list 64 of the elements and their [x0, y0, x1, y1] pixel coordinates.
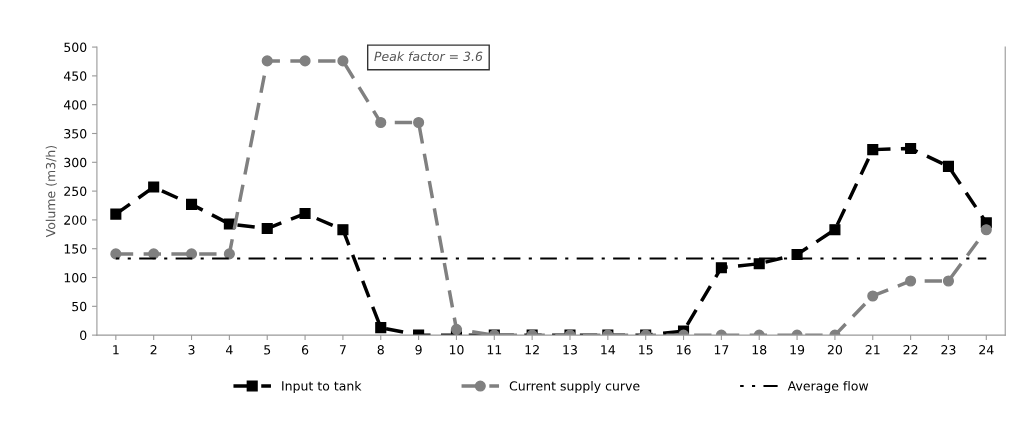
point [942, 160, 955, 172]
x-tick-label: 13 [563, 345, 577, 355]
x-tick-label: 5 [264, 345, 271, 355]
x-tick-label: 18 [752, 345, 767, 355]
point [299, 55, 311, 67]
x-tick-label: 22 [903, 345, 918, 355]
x-tick-label: 2 [150, 345, 157, 355]
x-tick-label: 7 [339, 345, 346, 355]
y-tick-label: 300 [64, 157, 87, 168]
annotation: Peak factor = 3.6 [374, 51, 483, 62]
point [905, 275, 917, 287]
point [299, 208, 311, 220]
x-tick-label: 8 [377, 345, 384, 355]
y-tick-label: 250 [64, 186, 87, 197]
x-tick-label: 14 [601, 345, 616, 355]
x-tick-label: 6 [301, 345, 309, 355]
x-tick-label: 20 [827, 345, 843, 355]
point [223, 248, 235, 260]
point [261, 55, 273, 67]
y-tick-label: 500 [64, 42, 87, 53]
legend-label: Current supply curve [509, 380, 640, 394]
point [148, 181, 160, 193]
point [905, 142, 917, 155]
point [413, 116, 425, 129]
x-tick-label: 11 [487, 345, 502, 355]
y-axis-title: Volume (m3/h) [45, 145, 57, 238]
point [110, 208, 122, 220]
x-tick-label: 4 [226, 345, 233, 355]
y-tick-label: 150 [64, 244, 87, 254]
point [867, 144, 879, 156]
x-tick-label: 24 [979, 345, 994, 355]
point [450, 323, 463, 335]
point [715, 262, 727, 274]
point [185, 198, 198, 210]
x-tick-label: 17 [714, 345, 729, 355]
y-tick-label: 400 [63, 100, 87, 110]
point [375, 322, 387, 334]
x-tick-label: 16 [676, 345, 691, 355]
point [375, 116, 387, 129]
x-tick-label: 23 [941, 345, 956, 355]
point [942, 275, 955, 287]
y-tick-label: 200 [64, 215, 87, 225]
x-tick-label: 21 [865, 345, 880, 355]
legend-label: Input to tank [282, 380, 362, 394]
x-tick-label: 3 [188, 345, 195, 355]
point [261, 222, 273, 235]
point [337, 55, 349, 67]
y-tick-label: 350 [64, 128, 87, 139]
y-tick-label: 0 [80, 330, 87, 341]
x-tick-label: 15 [639, 345, 653, 355]
x-tick-label: 12 [525, 345, 539, 355]
x-tick-label: 19 [790, 345, 805, 355]
x-tick-label: 9 [415, 345, 422, 355]
point [829, 224, 841, 236]
x-tick-label: 10 [449, 345, 464, 355]
point [867, 290, 879, 302]
legend-label: Average flow [787, 380, 869, 394]
point [980, 224, 992, 236]
point [337, 224, 349, 236]
y-tick-label: 100 [64, 272, 87, 283]
x-tick-label: 1 [113, 345, 119, 355]
y-tick-label: 450 [63, 71, 87, 81]
y-tick-label: 50 [72, 301, 87, 312]
point [110, 248, 122, 260]
